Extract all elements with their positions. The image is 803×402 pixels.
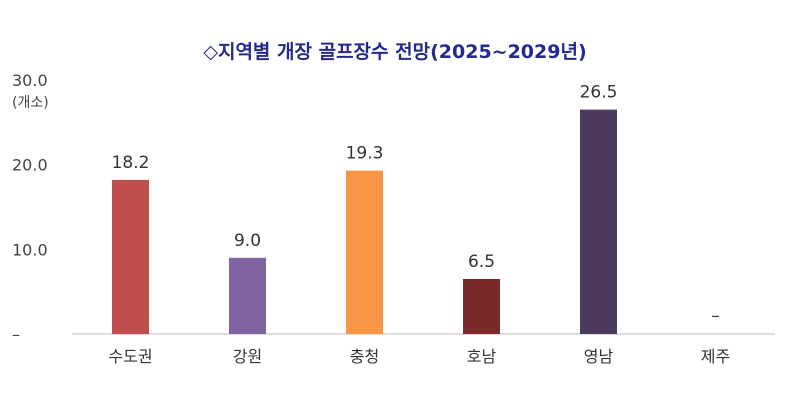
y-tick-label: – (12, 325, 20, 344)
category-label: 제주 (701, 347, 730, 366)
data-labels: 18.2 9.0 19.3 6.5 26.5 – (112, 83, 720, 326)
category-labels: 수도권 강원 충청 호남 영남 제주 (108, 347, 730, 366)
category-label: 충청 (350, 347, 379, 366)
data-label: 9.0 (234, 231, 261, 251)
y-tick-label: 20.0 (12, 156, 48, 175)
category-label: 강원 (233, 347, 262, 366)
bar (580, 109, 617, 334)
bars (112, 109, 617, 334)
data-label: – (711, 306, 720, 326)
bar (346, 170, 383, 334)
bar (112, 179, 149, 334)
category-label: 영남 (584, 347, 614, 366)
bar (229, 257, 266, 334)
chart-title: ◇지역별 개장 골프장수 전망(2025~2029년) (203, 41, 586, 63)
y-axis-unit: (개소) (12, 95, 49, 111)
y-tick-label: 10.0 (12, 240, 48, 259)
data-label: 19.3 (346, 144, 384, 164)
bar (463, 278, 500, 334)
category-label: 호남 (467, 347, 497, 366)
data-label: 26.5 (580, 83, 618, 103)
data-label: 6.5 (468, 252, 495, 272)
y-tick-label: 30.0 (12, 71, 48, 90)
category-label: 수도권 (108, 347, 152, 366)
data-label: 18.2 (112, 153, 150, 173)
y-axis-ticks: – 10.0 20.0 30.0 (12, 71, 48, 344)
